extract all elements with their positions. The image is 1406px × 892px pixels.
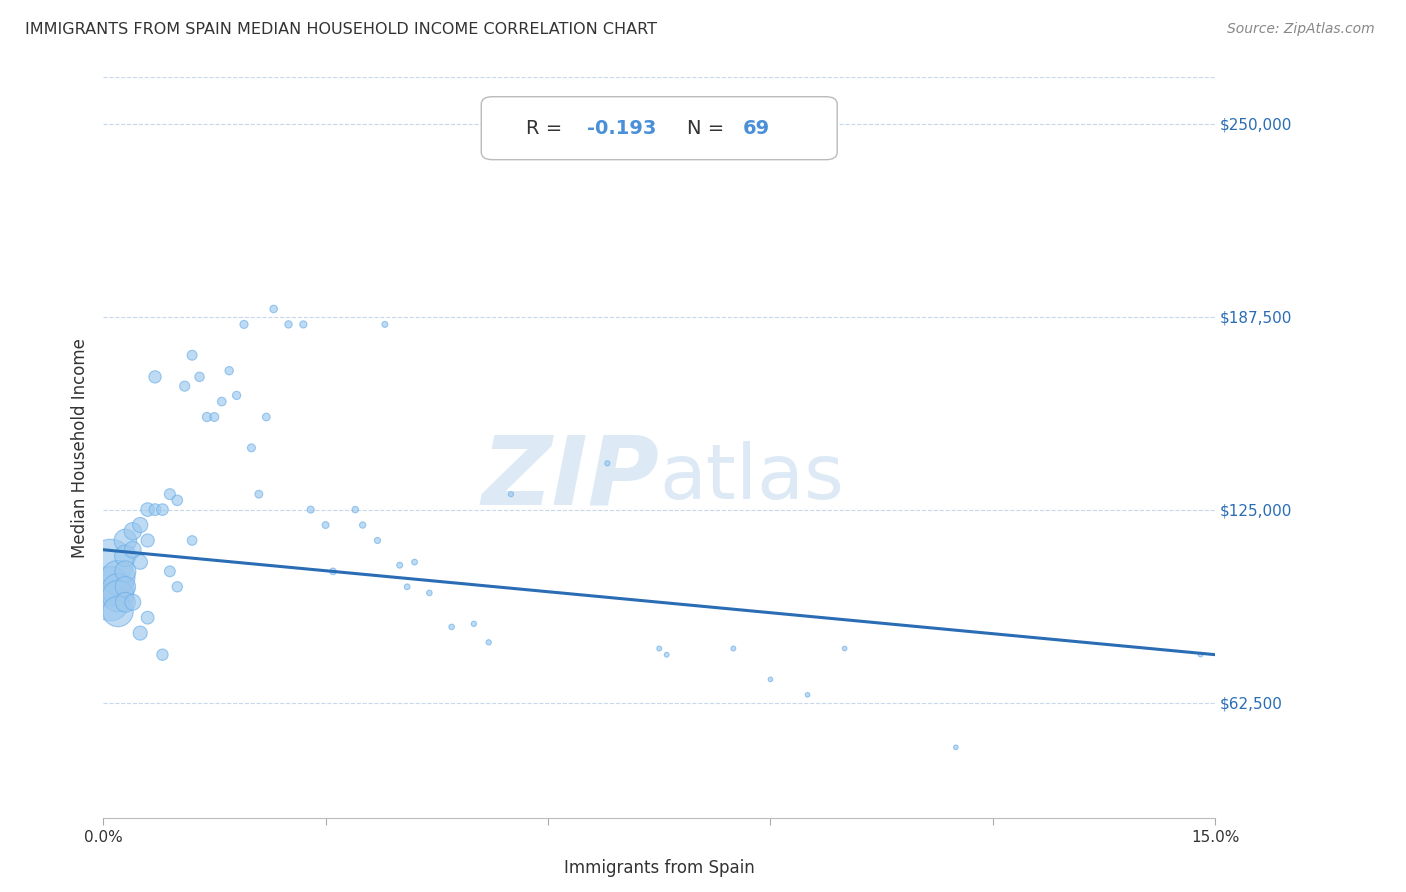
Point: [388, 558, 411, 573]
Text: Source: ZipAtlas.com: Source: ZipAtlas.com: [1227, 22, 1375, 37]
Point: [374, 318, 396, 332]
Point: [114, 595, 136, 609]
Point: [181, 533, 204, 548]
Point: [233, 318, 256, 332]
Point: [396, 580, 419, 594]
Point: [834, 641, 856, 656]
Point: [159, 487, 181, 501]
Point: [114, 549, 136, 563]
Point: [344, 502, 367, 516]
Point: [166, 493, 188, 508]
Point: [107, 570, 129, 584]
Point: [114, 533, 136, 548]
Point: [159, 565, 181, 579]
Point: [247, 487, 270, 501]
Point: [143, 502, 166, 516]
Point: [166, 580, 188, 594]
Point: [796, 688, 818, 702]
X-axis label: Immigrants from Spain: Immigrants from Spain: [564, 859, 755, 877]
Point: [100, 595, 122, 609]
Point: [195, 409, 218, 424]
Point: [136, 610, 159, 624]
Point: [136, 533, 159, 548]
Point: [254, 409, 277, 424]
Point: [143, 370, 166, 384]
Point: [107, 589, 129, 603]
Point: [404, 555, 426, 569]
Point: [277, 318, 299, 332]
Point: [129, 518, 152, 533]
Text: 69: 69: [742, 119, 769, 137]
Point: [129, 626, 152, 640]
Point: [152, 648, 174, 662]
Point: [759, 673, 782, 687]
Point: [121, 524, 143, 539]
Point: [945, 740, 967, 755]
Point: [121, 542, 143, 557]
Text: IMMIGRANTS FROM SPAIN MEDIAN HOUSEHOLD INCOME CORRELATION CHART: IMMIGRANTS FROM SPAIN MEDIAN HOUSEHOLD I…: [25, 22, 658, 37]
Point: [202, 409, 225, 424]
Point: [240, 441, 263, 455]
Point: [100, 555, 122, 569]
Point: [263, 301, 285, 316]
Point: [121, 595, 143, 609]
Point: [440, 620, 463, 634]
Point: [114, 565, 136, 579]
Point: [292, 318, 315, 332]
Point: [352, 518, 374, 533]
Point: [463, 616, 485, 631]
Point: [478, 635, 501, 649]
Point: [218, 364, 240, 378]
Text: R =: R =: [526, 119, 568, 137]
Text: atlas: atlas: [659, 441, 844, 515]
Point: [299, 502, 322, 516]
Text: ZIP: ZIP: [481, 431, 659, 524]
Point: [225, 388, 247, 402]
Text: -0.193: -0.193: [586, 119, 657, 137]
Point: [100, 580, 122, 594]
FancyBboxPatch shape: [481, 96, 837, 160]
Point: [181, 348, 204, 362]
Point: [136, 502, 159, 516]
Point: [648, 641, 671, 656]
Text: N =: N =: [688, 119, 731, 137]
Point: [173, 379, 195, 393]
Point: [366, 533, 388, 548]
Point: [188, 370, 211, 384]
Point: [655, 648, 678, 662]
Point: [418, 586, 440, 600]
Point: [107, 605, 129, 619]
Point: [152, 502, 174, 516]
Point: [107, 582, 129, 597]
Point: [723, 641, 745, 656]
Point: [114, 580, 136, 594]
Y-axis label: Median Household Income: Median Household Income: [72, 338, 89, 558]
Point: [129, 555, 152, 569]
Point: [322, 565, 344, 579]
Point: [1189, 648, 1212, 662]
Point: [315, 518, 337, 533]
Point: [211, 394, 233, 409]
Point: [596, 456, 619, 470]
Point: [499, 487, 522, 501]
